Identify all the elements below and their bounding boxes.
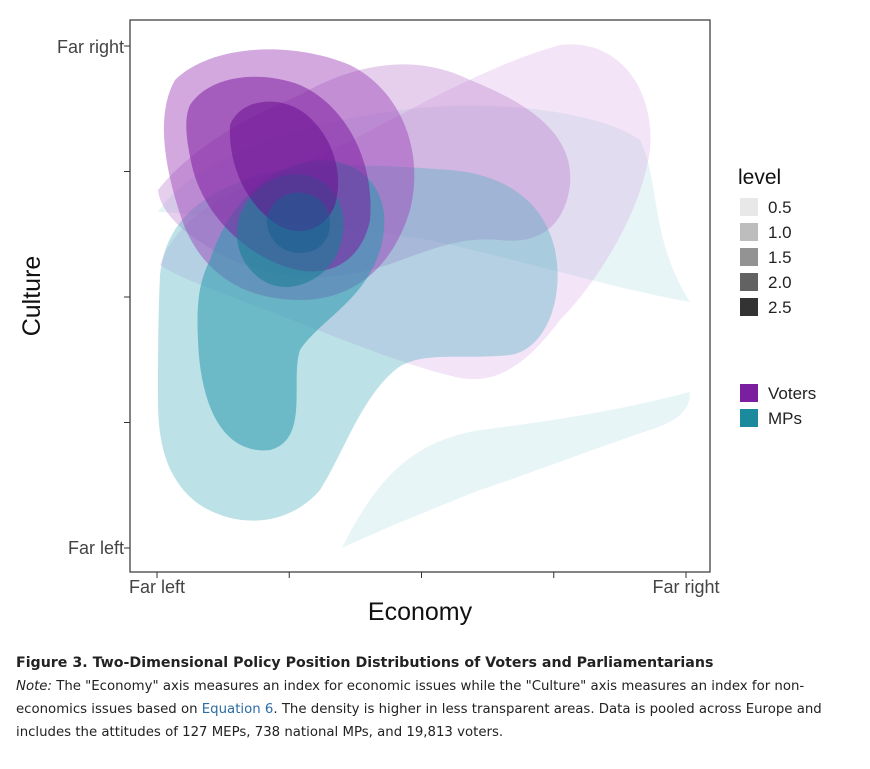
level-label-2.0: 2.0 — [768, 273, 792, 292]
note-label: Note: — [16, 679, 52, 694]
mps-contour-level-0.5-b — [342, 392, 690, 548]
level-key-1.5 — [740, 248, 758, 266]
density-chart: Far left Far right Far left Far right Ec… — [18, 19, 816, 626]
y-axis-title: Culture — [18, 256, 46, 337]
caption-title: Figure 3. Two-Dimensional Policy Positio… — [16, 655, 714, 671]
level-key-0.5 — [740, 198, 758, 216]
caption-note: Note: The "Economy" axis measures an ind… — [16, 675, 856, 744]
voters-legend-label: Voters — [768, 384, 816, 403]
mps-contour-level-2.5 — [266, 192, 330, 253]
y-tick-label-last: Far right — [57, 37, 124, 57]
level-label-0.5: 0.5 — [768, 198, 792, 217]
level-label-1.0: 1.0 — [768, 223, 792, 242]
voters-legend-key — [740, 384, 758, 402]
mps-legend-key — [740, 409, 758, 427]
density-regions — [158, 44, 690, 548]
x-axis-ticks — [156, 572, 687, 578]
note-text-2: . The density is higher in less transpar… — [16, 702, 822, 740]
level-legend-title: level — [738, 166, 781, 189]
level-key-2.0 — [740, 273, 758, 291]
level-key-1.0 — [740, 223, 758, 241]
mps-legend-label: MPs — [768, 409, 802, 428]
figure-caption: Figure 3. Two-Dimensional Policy Positio… — [16, 652, 856, 744]
level-label-1.5: 1.5 — [768, 248, 792, 267]
x-axis-title: Economy — [368, 598, 473, 626]
level-label-2.5: 2.5 — [768, 298, 792, 317]
y-tick-label-first: Far left — [68, 538, 124, 558]
y-axis-ticks — [124, 45, 130, 549]
group-legend: Voters MPs — [740, 384, 816, 428]
x-tick-label-last: Far right — [652, 577, 719, 597]
x-tick-label-first: Far left — [129, 577, 185, 597]
level-key-2.5 — [740, 298, 758, 316]
level-legend: level 0.5 1.0 1.5 2.0 2.5 — [738, 166, 792, 317]
equation-link[interactable]: Equation 6 — [201, 702, 274, 717]
note-text-1: The "Economy" axis measures an index for… — [16, 679, 805, 717]
